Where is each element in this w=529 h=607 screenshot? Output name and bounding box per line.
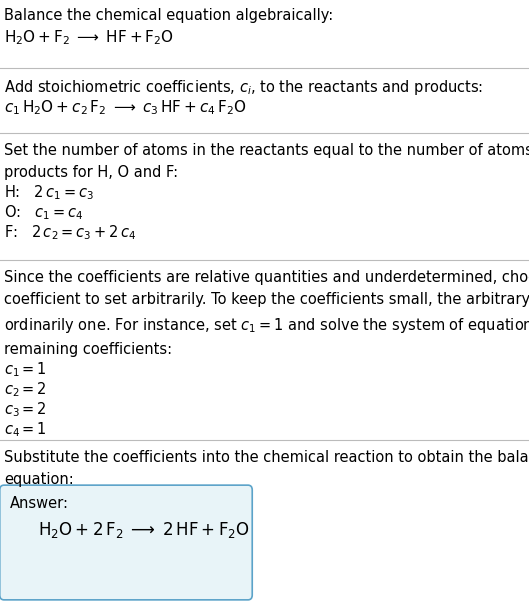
Text: Balance the chemical equation algebraically:: Balance the chemical equation algebraica… bbox=[4, 8, 333, 23]
Text: $\mathrm{H_2O + 2\,F_2 \;\longrightarrow\; 2\,HF + F_2O}$: $\mathrm{H_2O + 2\,F_2 \;\longrightarrow… bbox=[38, 520, 250, 540]
Text: $c_3 = 2$: $c_3 = 2$ bbox=[4, 400, 47, 419]
Text: $c_1 = 1$: $c_1 = 1$ bbox=[4, 360, 47, 379]
FancyBboxPatch shape bbox=[0, 485, 252, 600]
Text: $c_1\,\mathrm{H_2O} + c_2\,\mathrm{F_2} \;\longrightarrow\; c_3\,\mathrm{HF} + c: $c_1\,\mathrm{H_2O} + c_2\,\mathrm{F_2} … bbox=[4, 98, 247, 117]
Text: H:   $2\,c_1 = c_3$: H: $2\,c_1 = c_3$ bbox=[4, 183, 94, 202]
Text: Set the number of atoms in the reactants equal to the number of atoms in the
pro: Set the number of atoms in the reactants… bbox=[4, 143, 529, 180]
Text: F:   $2\,c_2 = c_3 + 2\,c_4$: F: $2\,c_2 = c_3 + 2\,c_4$ bbox=[4, 223, 136, 242]
Text: Substitute the coefficients into the chemical reaction to obtain the balanced
eq: Substitute the coefficients into the che… bbox=[4, 450, 529, 487]
Text: Since the coefficients are relative quantities and underdetermined, choose a
coe: Since the coefficients are relative quan… bbox=[4, 270, 529, 357]
Text: $c_4 = 1$: $c_4 = 1$ bbox=[4, 420, 47, 439]
Text: $\mathrm{H_2O + F_2 \;\longrightarrow\; HF + F_2O}$: $\mathrm{H_2O + F_2 \;\longrightarrow\; … bbox=[4, 28, 174, 47]
Text: $c_2 = 2$: $c_2 = 2$ bbox=[4, 380, 47, 399]
Text: O:   $c_1 = c_4$: O: $c_1 = c_4$ bbox=[4, 203, 83, 222]
Text: Answer:: Answer: bbox=[10, 496, 69, 511]
Text: Add stoichiometric coefficients, $c_i$, to the reactants and products:: Add stoichiometric coefficients, $c_i$, … bbox=[4, 78, 483, 97]
